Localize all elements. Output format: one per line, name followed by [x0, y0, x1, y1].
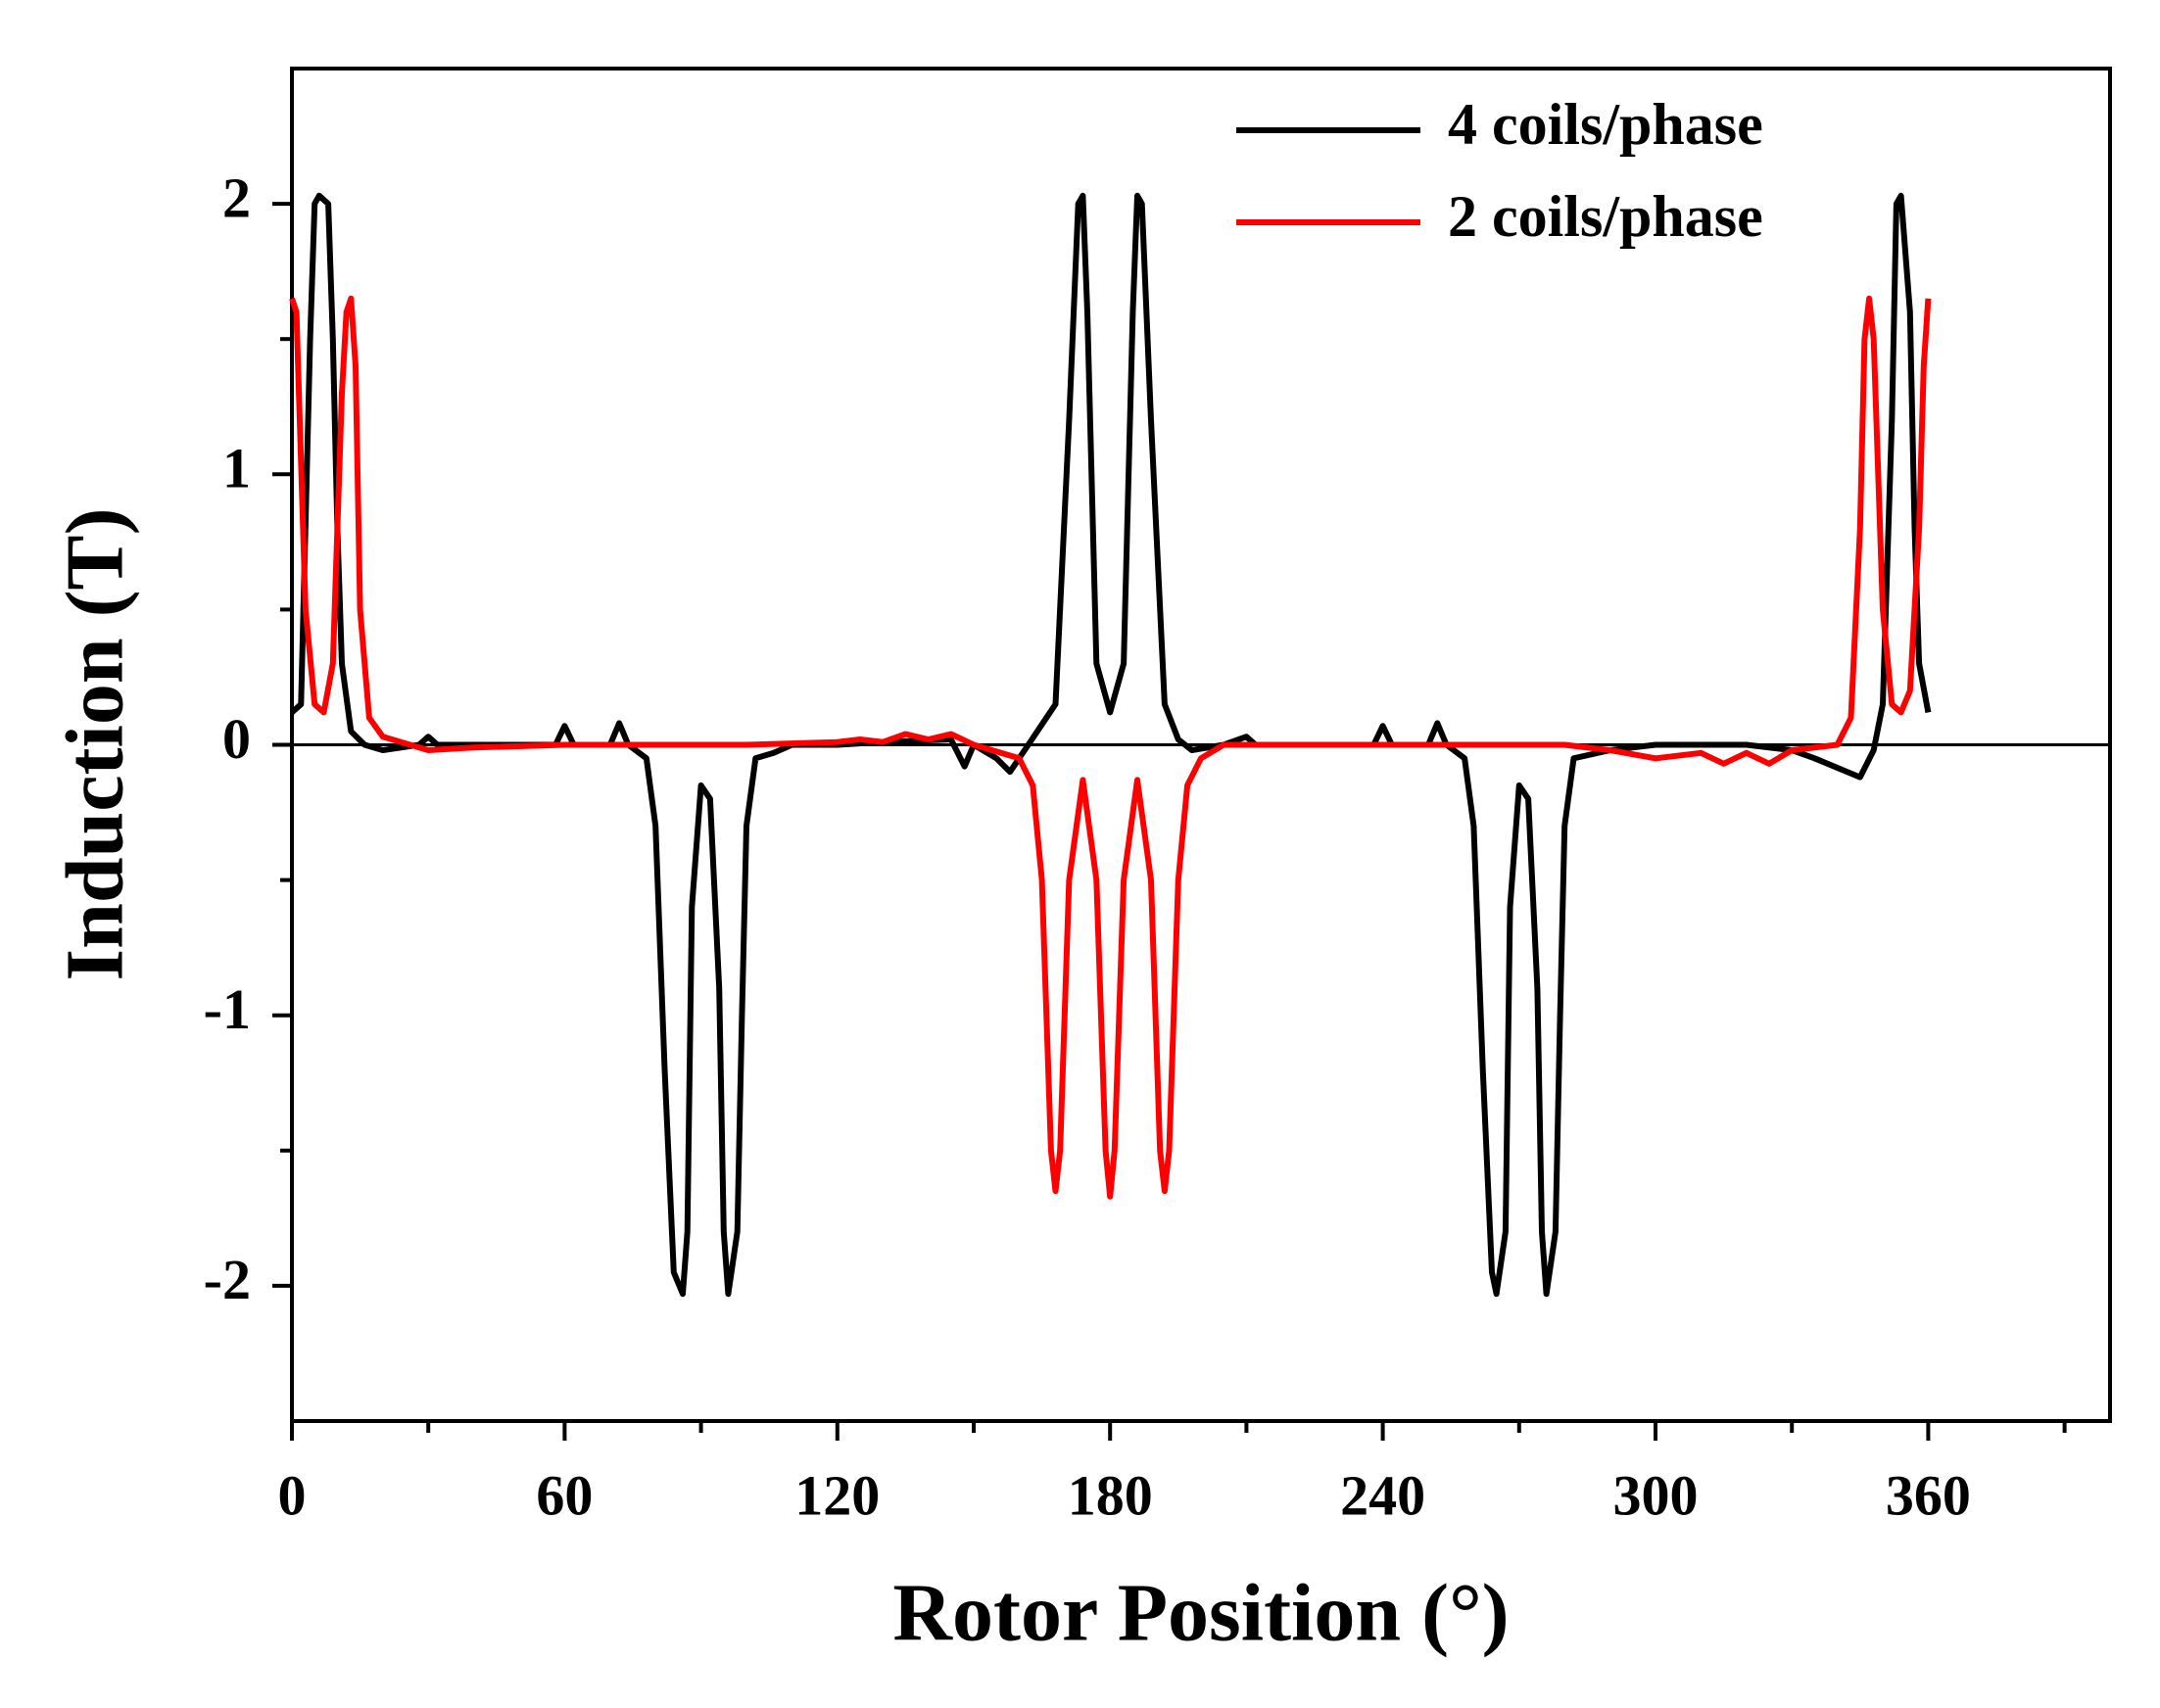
- data-line: [289, 295, 1932, 1200]
- x-tick-label: 240: [1340, 1463, 1425, 1527]
- y-axis-title: Induction (T): [49, 507, 140, 980]
- y-tick-label: 2: [222, 166, 251, 229]
- y-tick-label: -2: [204, 1248, 251, 1311]
- x-tick-label: 0: [278, 1463, 307, 1527]
- legend-label: 2 coils/phase: [1448, 184, 1763, 249]
- y-tick-label: 0: [222, 707, 251, 771]
- y-tick-label: -1: [204, 977, 251, 1041]
- data-line: [290, 192, 1932, 1298]
- x-axis-title: Rotor Position (°): [892, 1567, 1509, 1658]
- x-tick-label: 60: [536, 1463, 593, 1527]
- x-tick-label: 360: [1886, 1463, 1971, 1527]
- x-tick-label: 120: [794, 1463, 880, 1527]
- x-tick-label: 300: [1613, 1463, 1699, 1527]
- y-tick-label: 1: [222, 437, 251, 500]
- x-tick-label: 180: [1068, 1463, 1153, 1527]
- legend-label: 4 coils/phase: [1448, 92, 1763, 157]
